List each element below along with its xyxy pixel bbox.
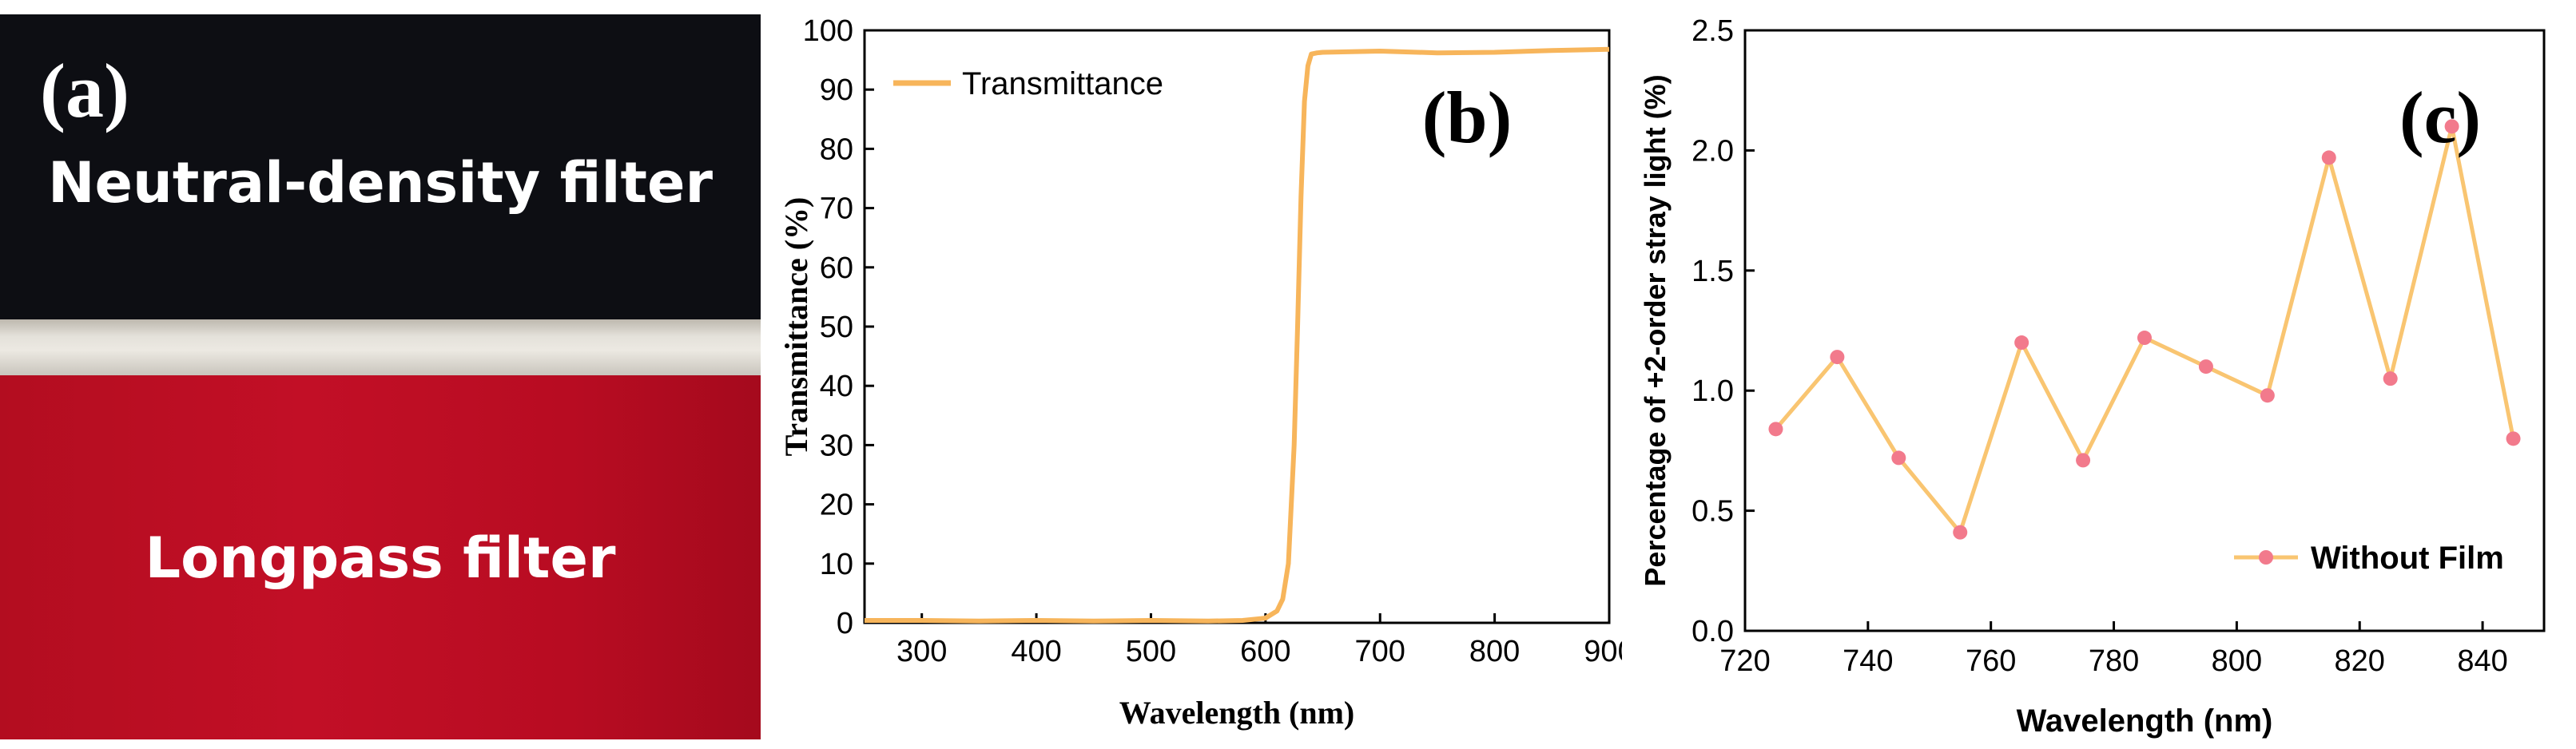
- data-point-c-725: [1768, 422, 1783, 437]
- x-tick-label-c: 820: [2335, 644, 2385, 678]
- y-tick-label-c: 1.0: [1691, 374, 1734, 408]
- neutral-density-label: Neutral-density filter: [47, 150, 714, 216]
- transmittance-chart: 300 400 500 600 700 800 900 0 10 20 30 40 50 60 70 80 9…: [778, 14, 1622, 731]
- x-tick-label-b: 300: [896, 635, 947, 668]
- x-tick-label-c: 840: [2457, 644, 2507, 678]
- x-tick-label-b: 400: [1011, 635, 1061, 668]
- x-tick-label-b: 600: [1240, 635, 1290, 668]
- legend-c-label: Without Film: [2311, 541, 2504, 576]
- transmittance-series-line: [865, 46, 1610, 624]
- y-tick-label-b: 20: [820, 489, 853, 522]
- y-tick-label-b: 90: [820, 73, 853, 107]
- y-tick-label-b: 70: [820, 192, 853, 226]
- data-point-c-795: [2198, 359, 2213, 374]
- x-axis-label-b: Wavelength (nm): [1119, 695, 1354, 731]
- data-point-c-785: [2137, 331, 2152, 346]
- legend-c: Without Film: [2234, 541, 2504, 576]
- y-tick-label-b: 50: [820, 311, 853, 344]
- data-point-c-845: [2506, 431, 2521, 446]
- x-tick-label-b: 800: [1469, 635, 1520, 668]
- y-tick-label-c: 2.5: [1691, 14, 1734, 48]
- x-axis-label-c: Wavelength (nm): [2017, 703, 2273, 739]
- y-tick-label-c: 1.5: [1691, 255, 1734, 288]
- y-tick-label-b: 10: [820, 548, 853, 581]
- data-point-c-835: [2444, 119, 2459, 134]
- y-tick-label-b: 40: [820, 370, 853, 403]
- data-point-c-775: [2076, 453, 2091, 468]
- y-axis-label-c: Percentage of +2-order stray light (%): [1639, 74, 1672, 586]
- stray-light-chart: 720 740 760 780 800 820 840 0.0 0.5 1.0 1.5 2.0 2.5…: [1639, 14, 2546, 739]
- y-tick-label-b: 80: [820, 133, 853, 166]
- filter-photo: (a) Neutral-density filter Longpass filt…: [0, 14, 761, 739]
- data-point-c-815: [2321, 150, 2336, 165]
- panel-a-tag: (a): [40, 48, 129, 133]
- legend-c-marker: [2259, 550, 2273, 565]
- x-tick-label-c: 740: [1843, 644, 1893, 678]
- x-tick-label-b: 500: [1126, 635, 1176, 668]
- y-tick-label-b: 60: [820, 252, 853, 285]
- x-tick-label-c: 780: [2089, 644, 2139, 678]
- neutral-density-filter-region: [0, 14, 761, 319]
- y-tick-label-c: 2.0: [1691, 134, 1734, 168]
- longpass-filter-region: [0, 375, 761, 739]
- y-tick-label-b: 30: [820, 429, 853, 462]
- filter-gap-strip: [0, 319, 761, 375]
- y-tick-label-c: 0.5: [1691, 495, 1734, 529]
- data-point-c-825: [2383, 371, 2398, 386]
- data-point-c-765: [2014, 335, 2029, 351]
- x-tick-label-b: 700: [1355, 635, 1405, 668]
- longpass-label: Longpass filter: [145, 525, 616, 591]
- y-tick-label-b: 0: [837, 607, 853, 640]
- x-tick-label-c: 720: [1719, 644, 1770, 678]
- data-point-c-805: [2260, 388, 2275, 403]
- legend-b: Transmittance: [893, 66, 1163, 101]
- plot-frame-c: [1743, 29, 2546, 632]
- y-tick-label-b: 100: [803, 14, 853, 48]
- panel-c-tag: (c): [2399, 77, 2481, 158]
- x-tick-label-b: 900: [1584, 635, 1622, 668]
- y-axis-label-b: Transmittance (%): [778, 197, 814, 457]
- x-tick-label-c: 760: [1966, 644, 2016, 678]
- data-point-c-755: [1953, 525, 1968, 540]
- without-film-series-line: [1774, 124, 2515, 535]
- panel-b-tag: (b): [1422, 77, 1512, 158]
- data-point-c-745: [1891, 450, 1906, 466]
- legend-b-label: Transmittance: [962, 66, 1163, 101]
- data-point-c-735: [1830, 350, 1845, 365]
- y-tick-label-c: 0.0: [1691, 615, 1734, 648]
- x-tick-label-c: 800: [2212, 644, 2262, 678]
